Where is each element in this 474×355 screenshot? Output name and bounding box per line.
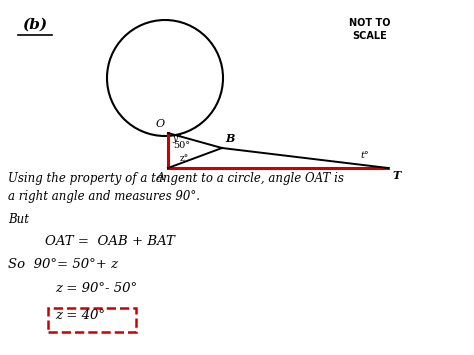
- Text: z = 40°: z = 40°: [55, 309, 105, 322]
- Text: y°: y°: [172, 134, 182, 143]
- Text: B: B: [225, 133, 234, 144]
- Text: a right angle and measures 90°.: a right angle and measures 90°.: [8, 190, 200, 203]
- Bar: [48, 308, 136, 332]
- Text: NOT TO
SCALE: NOT TO SCALE: [349, 18, 391, 41]
- Text: OAT =  OAB + BAT: OAT = OAB + BAT: [45, 235, 175, 248]
- Text: 50°: 50°: [173, 141, 190, 150]
- Text: z°: z°: [180, 154, 189, 163]
- Text: T: T: [392, 170, 400, 181]
- Text: z = 90°- 50°: z = 90°- 50°: [55, 282, 137, 295]
- Text: But: But: [8, 213, 29, 226]
- Text: A: A: [157, 172, 165, 182]
- Text: (b): (b): [22, 18, 47, 32]
- Text: t°: t°: [360, 151, 369, 160]
- Text: So  90°= 50°+ z: So 90°= 50°+ z: [8, 258, 118, 272]
- Text: Using the property of a tangent to a circle, angle OAT is: Using the property of a tangent to a cir…: [8, 172, 344, 185]
- Text: O: O: [156, 119, 165, 129]
